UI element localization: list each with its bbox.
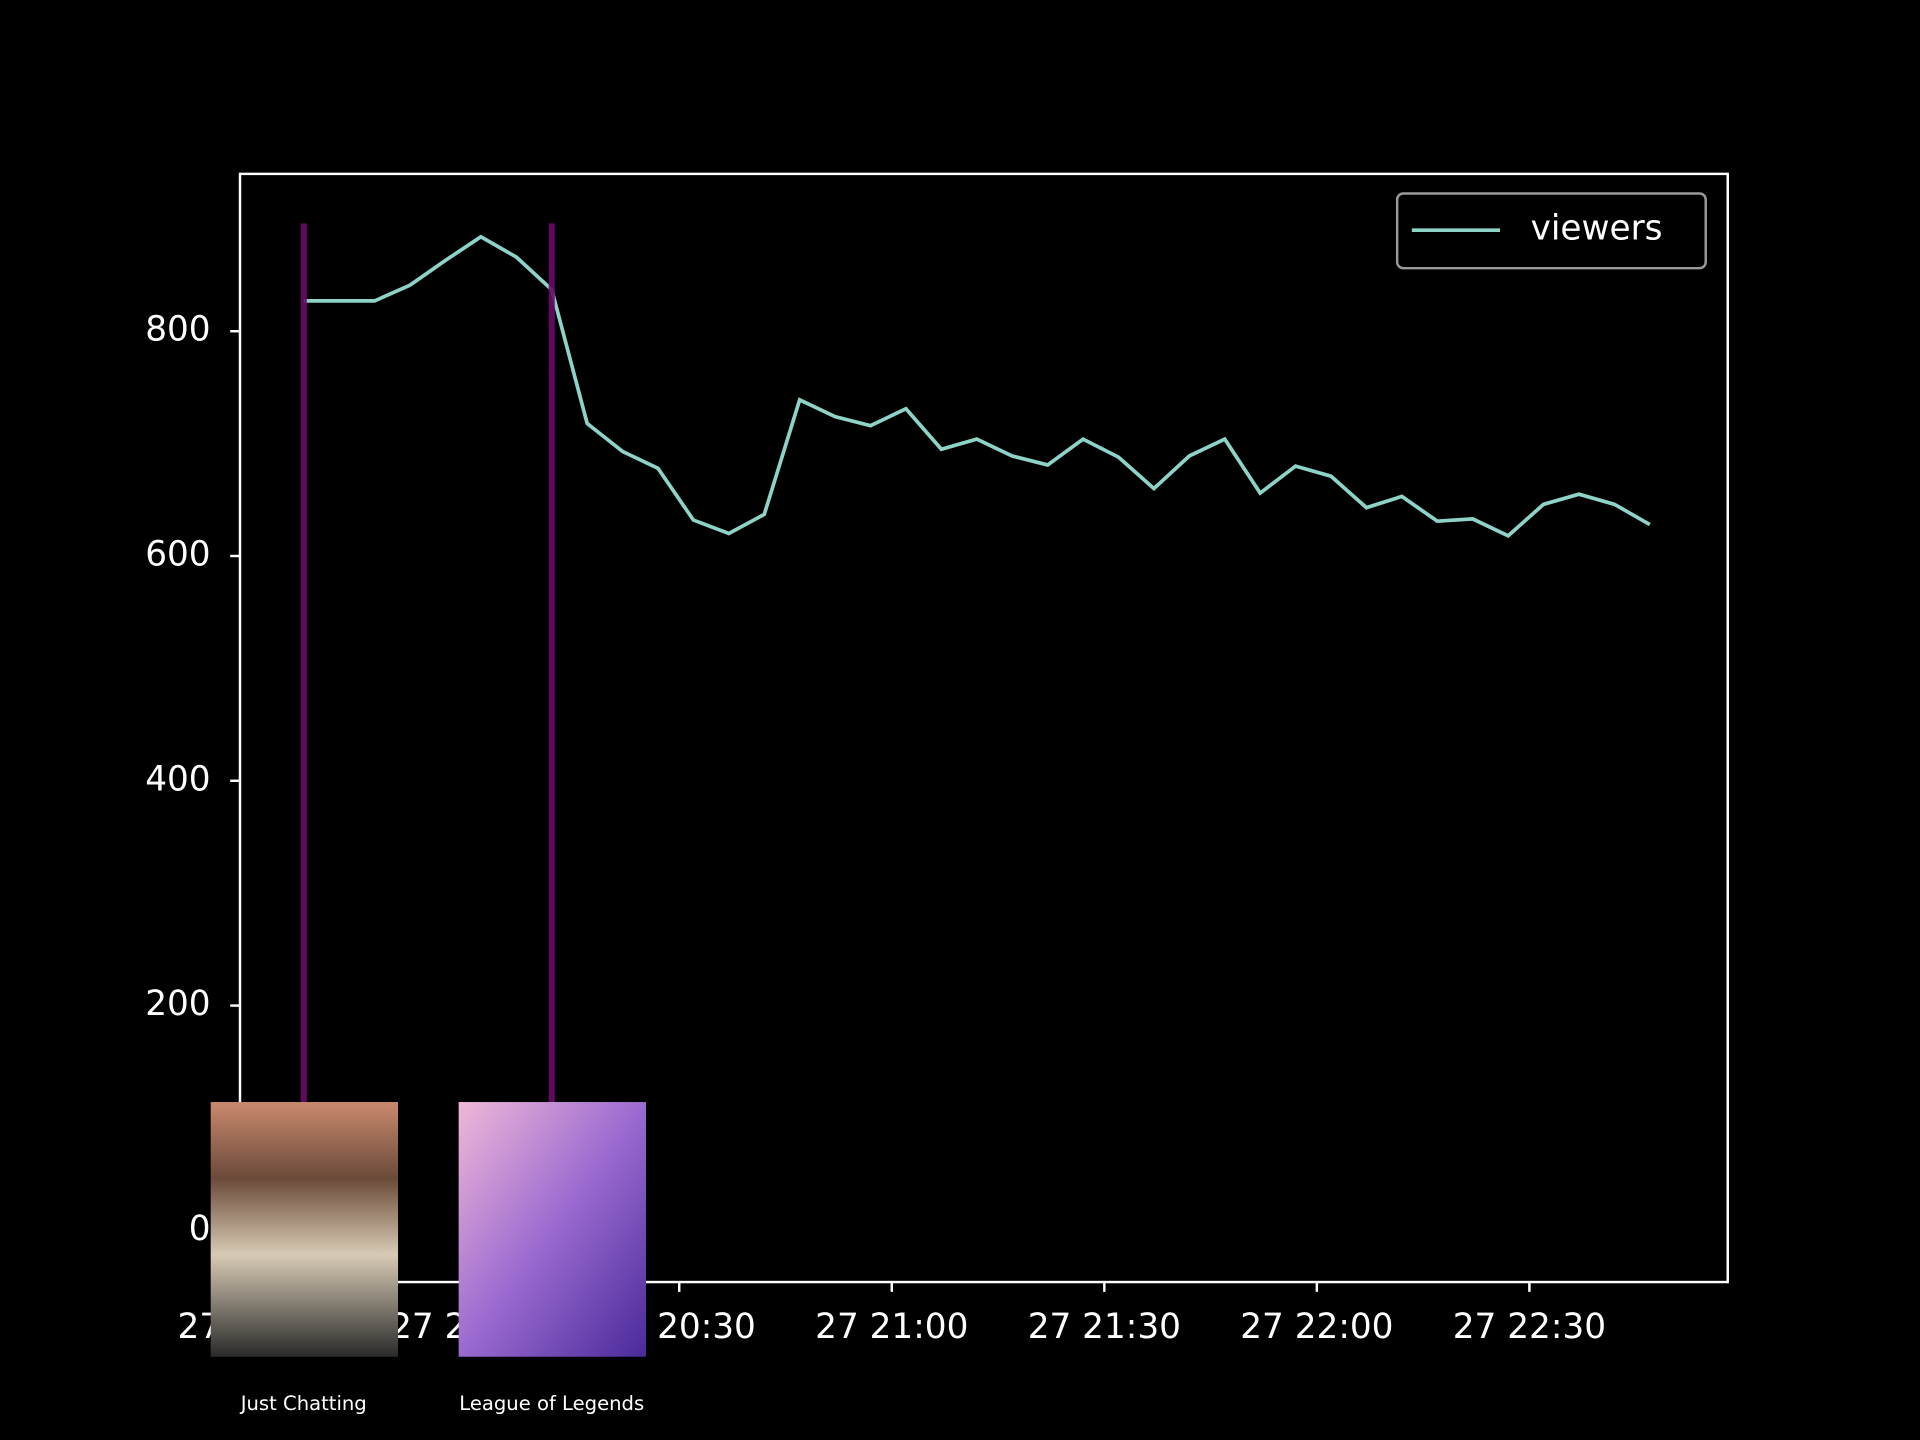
axes-frame — [238, 172, 1729, 1284]
game-label: League of Legends — [459, 1392, 644, 1415]
x-tick-label: 27 22:00 — [1240, 1307, 1393, 1347]
game-label: Just Chatting — [239, 1392, 367, 1415]
y-tick-label: 400 — [145, 759, 210, 799]
game-image — [458, 1102, 647, 1357]
legend-box — [1395, 192, 1707, 270]
x-tick-label: 27 21:30 — [1028, 1307, 1181, 1347]
y-tick-label: 0 — [189, 1209, 211, 1249]
y-tick-label: 800 — [145, 310, 210, 350]
series-line — [303, 234, 1651, 538]
x-tick-label: 27 22:30 — [1453, 1307, 1606, 1347]
legend-label: viewers — [1531, 209, 1663, 249]
y-tick-label: 600 — [145, 535, 210, 575]
x-tick-label: 27 21:00 — [815, 1307, 968, 1347]
y-tick-label: 200 — [145, 984, 210, 1024]
game-image — [210, 1102, 399, 1357]
